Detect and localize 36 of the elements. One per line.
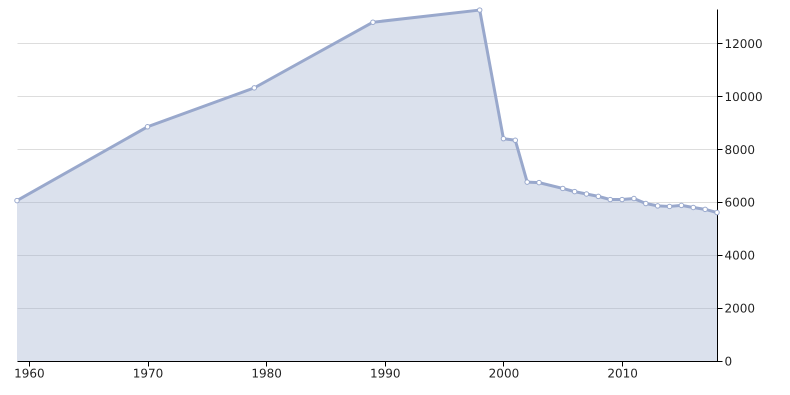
point <box>144 124 150 130</box>
y-tick-label: 4000 <box>724 248 756 263</box>
x-tick-label: 2010 <box>607 366 638 380</box>
point <box>536 180 542 186</box>
point <box>666 204 672 210</box>
point <box>500 136 506 142</box>
point <box>370 20 376 25</box>
point <box>252 85 258 91</box>
x-tick-label: 1970 <box>132 366 164 380</box>
point <box>524 179 530 185</box>
x-tick-label: 1990 <box>370 366 401 380</box>
point <box>702 206 708 212</box>
point <box>678 202 684 208</box>
point <box>714 210 720 216</box>
point <box>690 204 696 210</box>
point <box>476 7 482 13</box>
y-tick-label: 0 <box>724 354 732 368</box>
point <box>14 198 20 204</box>
point <box>512 138 518 144</box>
y-tick-label: 6000 <box>724 196 756 210</box>
y-tick-label: 12000 <box>724 36 763 51</box>
point <box>596 194 602 200</box>
point <box>643 200 649 206</box>
point <box>572 188 578 194</box>
y-tick-label: 2000 <box>724 302 756 316</box>
x-tick-label: 1960 <box>14 366 45 380</box>
point <box>654 203 660 209</box>
point <box>619 196 625 202</box>
point <box>560 186 566 192</box>
y-tick-label: 8000 <box>724 142 756 157</box>
point <box>631 196 637 202</box>
point <box>584 191 590 197</box>
point <box>607 196 613 202</box>
x-tick-label: 1980 <box>251 366 282 380</box>
y-tick-label: 10000 <box>724 90 763 104</box>
x-tick-label: 2000 <box>488 366 520 380</box>
